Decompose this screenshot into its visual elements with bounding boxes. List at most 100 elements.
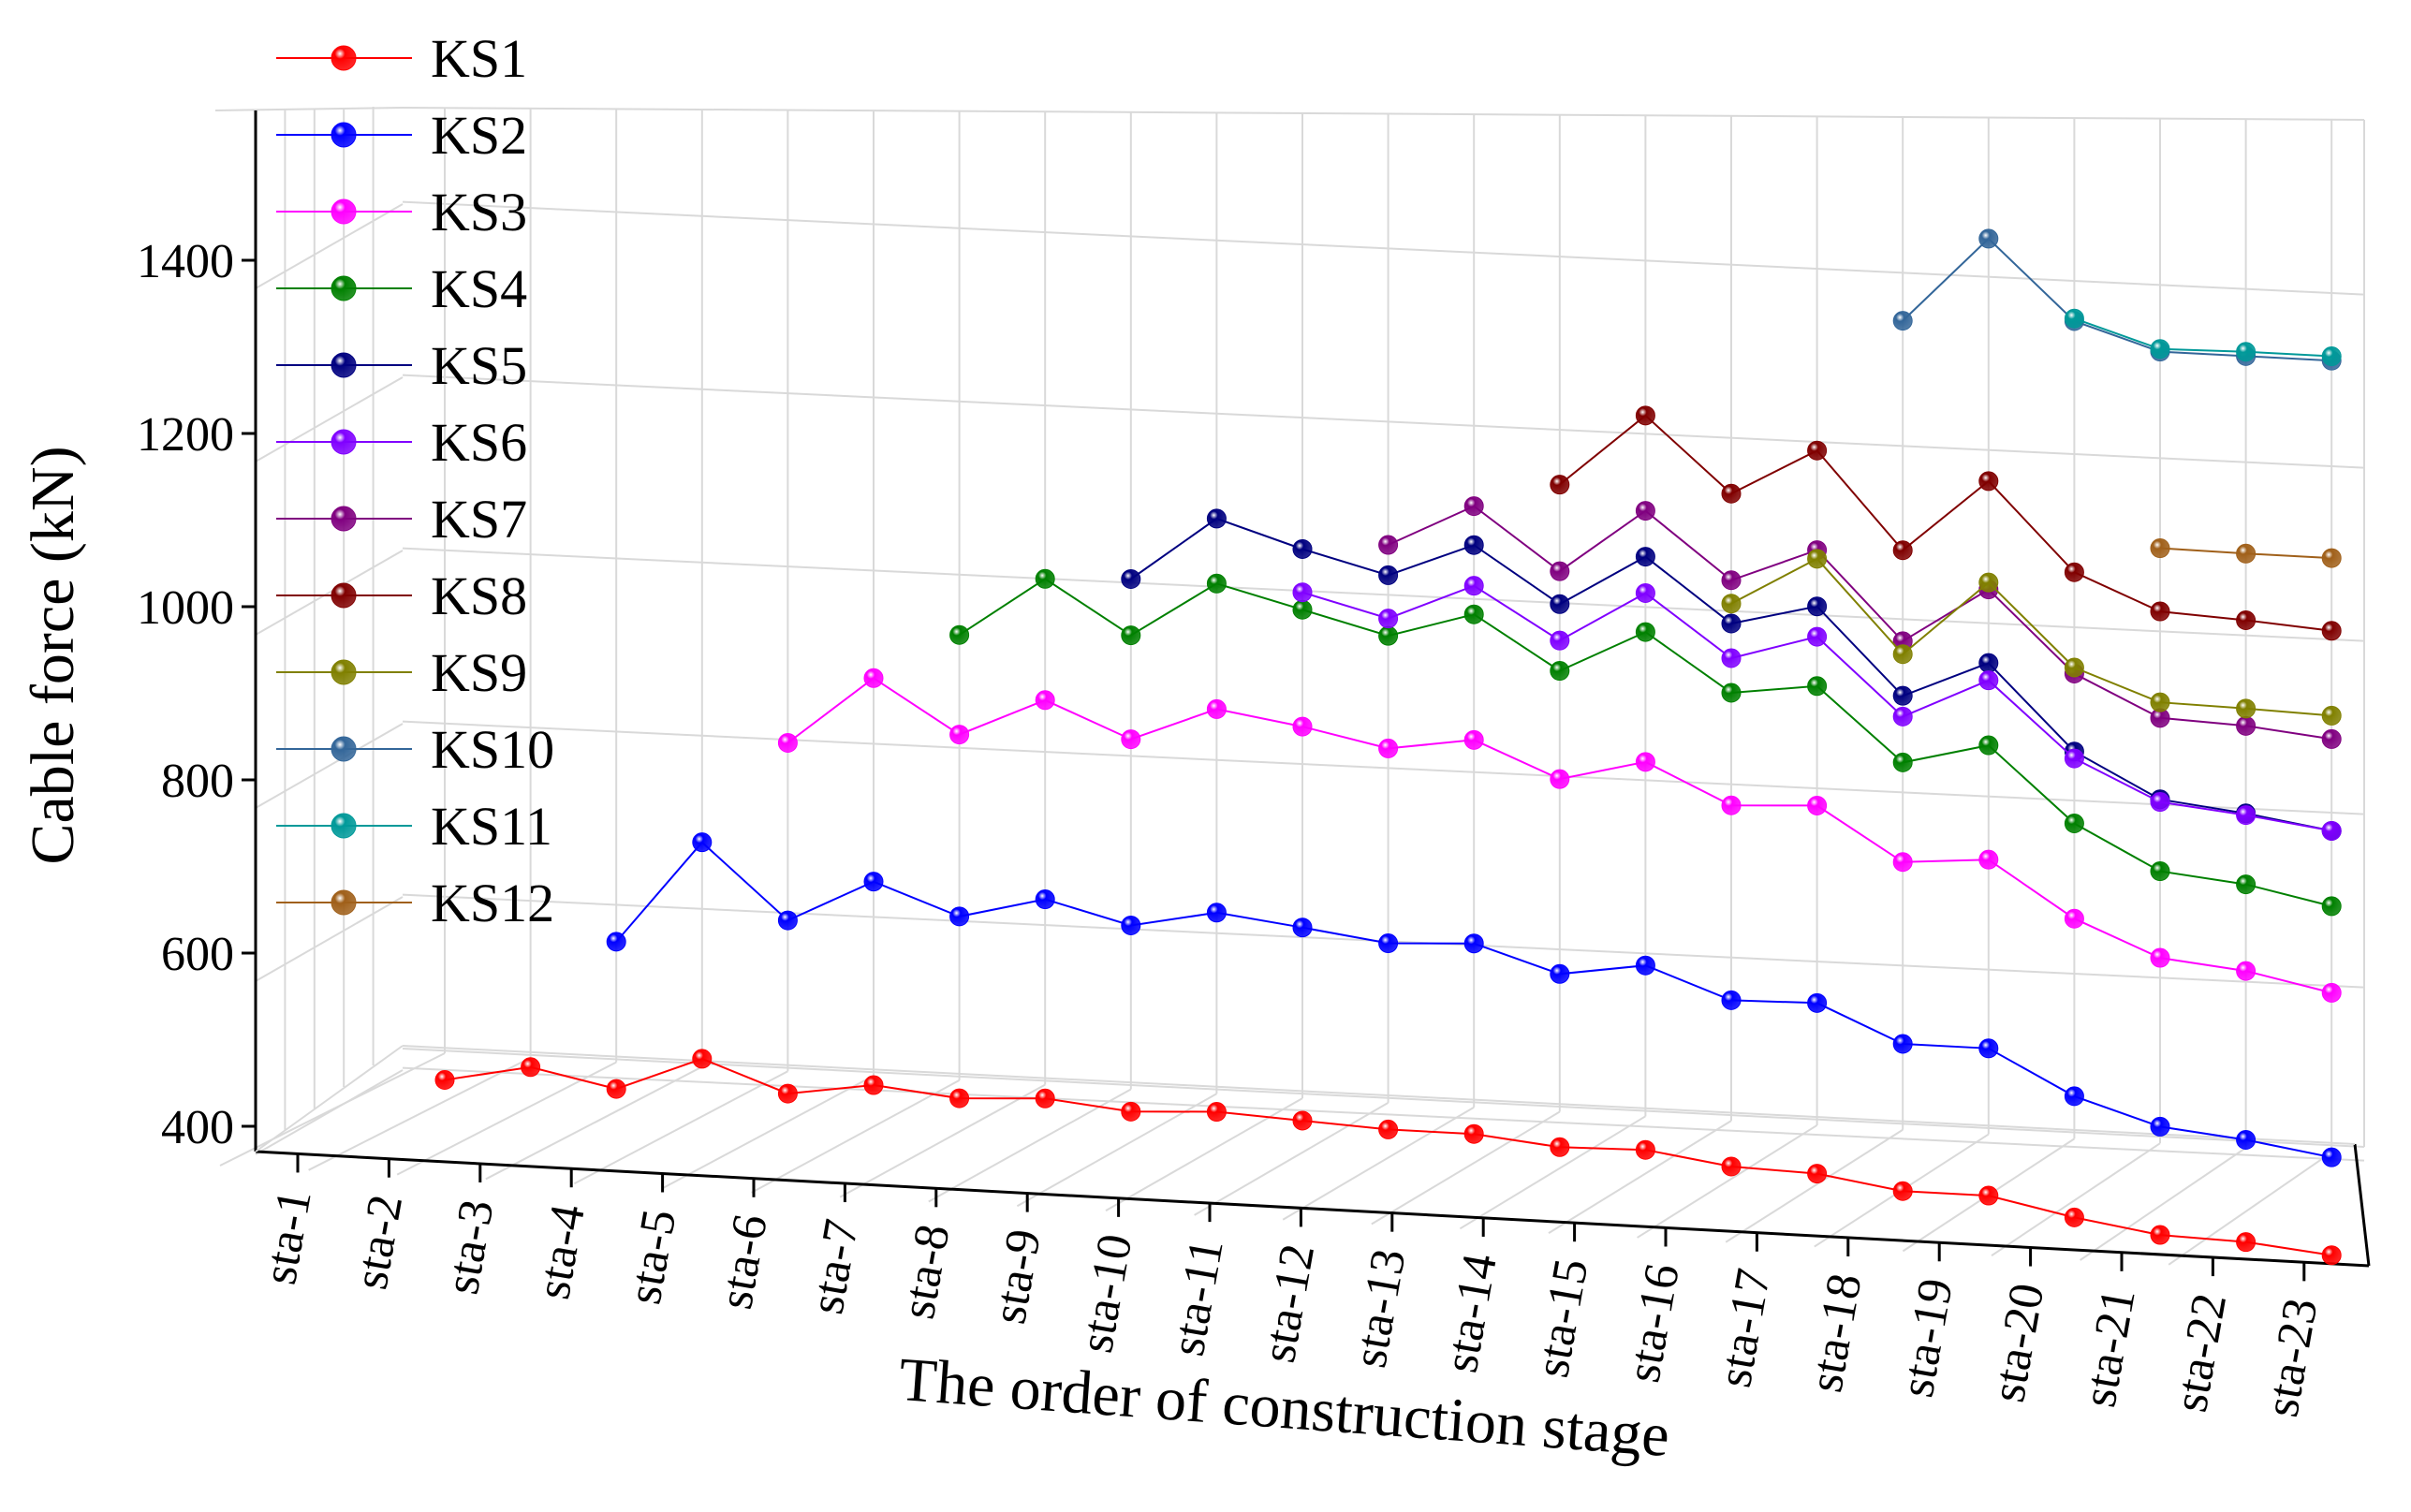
legend-label: KS10 (431, 719, 554, 780)
data-point (1463, 604, 1484, 624)
data-point (2321, 1245, 2342, 1266)
back-grid-hline (402, 547, 2365, 642)
data-point (1978, 1038, 1999, 1059)
x-tick-label: sta-5 (618, 1206, 687, 1308)
data-point (1635, 752, 1655, 772)
data-point (1892, 685, 1913, 706)
left-wall-hgrid (255, 896, 404, 982)
data-point (2150, 601, 2170, 622)
floor-grid-line (1282, 1106, 1475, 1221)
data-point (949, 624, 970, 645)
floor-grid-line (751, 1079, 961, 1194)
series-ks2 (606, 832, 2342, 1167)
back-grid-hline (402, 200, 2365, 296)
back-grid-hline (402, 1066, 2365, 1162)
data-point (1550, 769, 1570, 789)
data-point (1550, 661, 1570, 682)
data-point (1978, 735, 1999, 756)
data-point (2321, 705, 2342, 726)
x-tick-label: sta-22 (2164, 1289, 2237, 1416)
data-point (692, 832, 713, 853)
data-point (1206, 698, 1227, 719)
left-wall-hgrid (255, 723, 404, 809)
x-tick-label: sta-13 (1343, 1245, 1416, 1372)
back-grid-hline (402, 374, 2365, 469)
data-point (2064, 813, 2084, 833)
floor-grid-line (1991, 1142, 2161, 1257)
axes: 400 600 800 1000 1200 1400 sta-1 sta-2 sta-3 sta-… (137, 110, 2371, 1421)
data-point (1721, 594, 1742, 614)
data-point (2236, 805, 2257, 826)
floor-grid-line (485, 1065, 703, 1181)
data-point (1035, 889, 1055, 910)
data-point (1807, 676, 1828, 697)
data-point (1035, 568, 1055, 589)
series-ks11 (2064, 308, 2342, 367)
floor-grid-line (1371, 1110, 1561, 1226)
data-point (2150, 792, 2170, 813)
x-tick-label: sta-9 (982, 1226, 1051, 1328)
data-point (1378, 625, 1399, 646)
left-wall-hgrid (255, 1069, 404, 1155)
data-point (2236, 609, 2257, 630)
data-point (1378, 609, 1399, 629)
legend-item-ks10: KS10 (276, 719, 554, 780)
data-point (1378, 535, 1399, 555)
x-tick-label: sta-11 (1161, 1235, 1234, 1359)
legend-label: KS12 (431, 873, 554, 933)
data-point (2236, 1232, 2257, 1253)
data-point (1292, 599, 1313, 620)
data-point (2150, 339, 2170, 360)
floor-grid-line (396, 1061, 617, 1176)
data-point (2321, 346, 2342, 367)
legend-label: KS1 (431, 28, 527, 89)
data-point (2064, 1207, 2084, 1227)
data-point (2321, 1147, 2342, 1167)
data-point (2150, 692, 2170, 712)
x-tick-label: sta-4 (526, 1200, 595, 1302)
data-point (2321, 548, 2342, 568)
data-point (863, 668, 884, 688)
left-wall-hgrid (255, 550, 404, 636)
data-point (1892, 311, 1913, 331)
data-point (2236, 1129, 2257, 1150)
series-ks6 (1292, 576, 2342, 841)
data-point (1635, 955, 1655, 976)
floor-grid-line (1637, 1124, 1818, 1239)
data-point (1807, 440, 1828, 461)
data-point (1292, 1110, 1313, 1131)
data-point (777, 1083, 798, 1104)
x-tick-label: sta-8 (891, 1221, 961, 1323)
data-point (777, 910, 798, 931)
data-point (1978, 1185, 1999, 1206)
y-tick-label: 1000 (137, 581, 234, 635)
data-point (1892, 852, 1913, 873)
data-point (2236, 698, 2257, 719)
x-tick-label: sta-21 (2073, 1284, 2146, 1411)
data-point (2236, 961, 2257, 981)
legend-label: KS7 (431, 489, 527, 550)
data-point (2150, 947, 2170, 968)
data-point (1635, 1139, 1655, 1160)
data-point (1550, 630, 1570, 651)
floor-grid-line (839, 1083, 1046, 1198)
y-tick-label: 400 (161, 1101, 234, 1154)
data-point (1892, 706, 1913, 727)
series-ks4 (949, 568, 2342, 917)
data-point (1807, 795, 1828, 815)
legend-marker (331, 889, 357, 916)
data-point (1978, 670, 1999, 691)
data-point (2236, 543, 2257, 564)
series-line (1388, 505, 2332, 741)
floor-grid-line (1725, 1128, 1904, 1243)
legend-label: KS8 (431, 565, 527, 626)
legend-item-ks3: KS3 (276, 182, 527, 242)
data-point (1892, 644, 1913, 665)
data-point (1807, 626, 1828, 647)
data-point (863, 872, 884, 892)
floor-grid-line (2080, 1147, 2247, 1261)
data-point (606, 1079, 626, 1099)
x-tick-label: sta-12 (1252, 1240, 1325, 1367)
data-point (692, 1049, 713, 1069)
